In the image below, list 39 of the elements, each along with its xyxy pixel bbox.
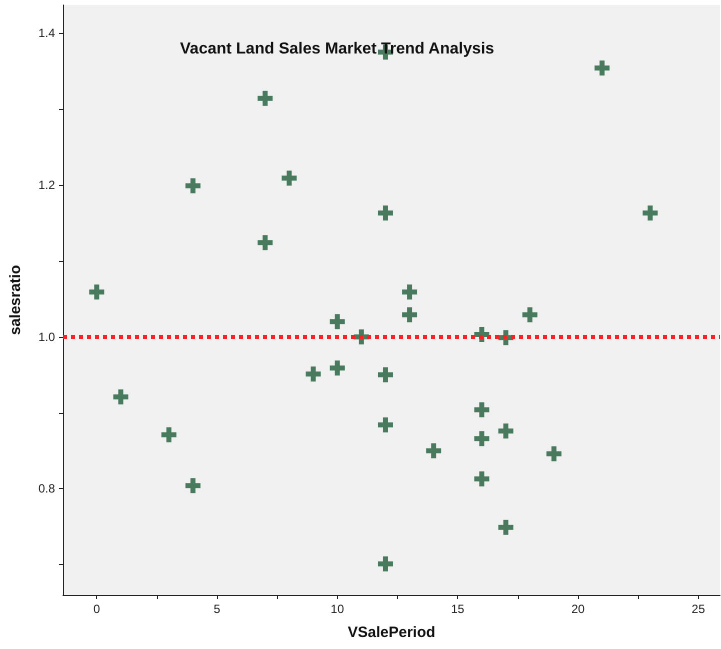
x-tick-label: 5 (214, 602, 221, 616)
y-tick-label: 0.8 (38, 482, 56, 496)
point (474, 402, 490, 418)
point (258, 90, 273, 106)
x-tick-label: 0 (93, 602, 100, 616)
x-axis-title: VSalePeriod (348, 624, 436, 641)
y-axis-title: salesratio (7, 264, 24, 336)
point (642, 206, 658, 221)
point (330, 360, 345, 376)
point (306, 366, 321, 382)
point (498, 520, 514, 535)
point (185, 178, 200, 194)
x-tick-label: 20 (571, 602, 586, 616)
point (185, 478, 200, 494)
point (402, 307, 418, 322)
x-tick-label: 10 (330, 602, 344, 616)
point (426, 443, 442, 458)
point (282, 170, 297, 186)
point (378, 367, 393, 382)
point (546, 446, 562, 462)
point (161, 427, 176, 442)
x-tick-label: 25 (692, 602, 706, 616)
point (474, 471, 490, 486)
point (89, 284, 104, 300)
point (330, 314, 345, 330)
y-tick-label: 1.2 (38, 178, 56, 192)
point (378, 417, 393, 432)
point (378, 206, 393, 221)
point (474, 431, 490, 446)
y-tick-label: 1.4 (38, 26, 56, 40)
point (258, 235, 273, 250)
point (498, 423, 514, 438)
point (113, 389, 128, 404)
point (594, 60, 610, 76)
point (378, 556, 393, 572)
point (402, 284, 418, 300)
y-tick-label: 1.0 (38, 330, 56, 344)
point (522, 307, 538, 322)
x-tick-label: 15 (451, 602, 465, 616)
